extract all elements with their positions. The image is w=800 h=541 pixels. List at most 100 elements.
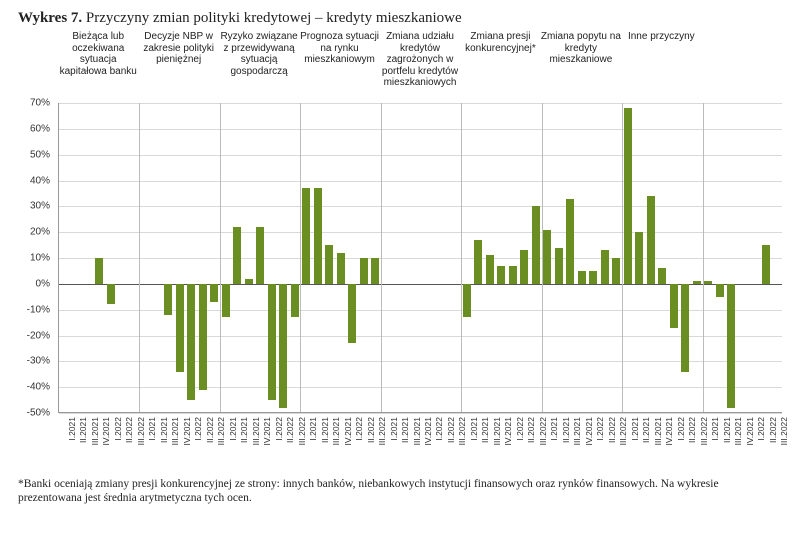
- x-tick-label: IV.2021: [745, 417, 755, 446]
- x-tick-label: I.2021: [630, 417, 640, 441]
- y-tick-label: -40%: [27, 382, 50, 393]
- x-tick-label: IV.2021: [262, 417, 272, 446]
- x-tick-label: IV.2021: [182, 417, 192, 446]
- bar: [486, 255, 494, 283]
- x-tick-label: III.2021: [90, 417, 100, 445]
- x-tick-label: III.2022: [538, 417, 548, 445]
- bar: [716, 284, 724, 297]
- bar: [578, 271, 586, 284]
- bar: [187, 284, 195, 400]
- bar: [95, 258, 103, 284]
- x-tick-label: I.2022: [515, 417, 525, 441]
- title-rest: Przyczyny zmian polityki kredytowej – kr…: [82, 10, 461, 26]
- y-tick-label: -50%: [27, 408, 50, 419]
- x-tick-label: IV.2021: [101, 417, 111, 446]
- bar: [302, 188, 310, 284]
- x-tick-label: I.2021: [228, 417, 238, 441]
- bar: [371, 258, 379, 284]
- bar: [762, 245, 770, 284]
- x-tick-label: III.2021: [492, 417, 502, 445]
- x-tick-label: II.2022: [526, 417, 536, 443]
- y-tick-label: 60%: [30, 123, 50, 134]
- bar: [612, 258, 620, 284]
- bar: [314, 188, 322, 284]
- column-header: Inne przyczyny: [621, 31, 701, 43]
- bar: [222, 284, 230, 318]
- bar: [497, 266, 505, 284]
- bar: [589, 271, 597, 284]
- x-tick-label: I.2022: [595, 417, 605, 441]
- x-tick-label: III.2022: [779, 417, 789, 445]
- x-tick-label: III.2021: [733, 417, 743, 445]
- group-separator: [703, 103, 704, 412]
- x-tick-label: I.2022: [676, 417, 686, 441]
- y-tick-label: 70%: [30, 98, 50, 109]
- x-tick-label: III.2022: [618, 417, 628, 445]
- bar: [245, 279, 253, 284]
- column-header: Bieżąca lub oczekiwana sytuacja kapitało…: [58, 31, 138, 77]
- bar: [624, 108, 632, 284]
- x-tick-label: III.2022: [457, 417, 467, 445]
- x-axis-labels: I.2021II.2021III.2021IV.2021I.2022II.202…: [58, 413, 782, 471]
- bar: [543, 230, 551, 284]
- bar: [325, 245, 333, 284]
- column-header: Decyzje NBP w zakresie polityki pieniężn…: [138, 31, 218, 66]
- x-tick-label: III.2022: [136, 417, 146, 445]
- x-tick-label: I.2021: [147, 417, 157, 441]
- bar: [474, 240, 482, 284]
- x-tick-label: II.2021: [400, 417, 410, 443]
- y-tick-label: 10%: [30, 253, 50, 264]
- group-separator: [461, 103, 462, 412]
- x-tick-label: I.2022: [113, 417, 123, 441]
- x-tick-label: II.2021: [561, 417, 571, 443]
- x-tick-label: III.2021: [653, 417, 663, 445]
- x-tick-label: II.2022: [687, 417, 697, 443]
- x-tick-label: II.2022: [205, 417, 215, 443]
- bar: [681, 284, 689, 372]
- x-tick-label: I.2021: [710, 417, 720, 441]
- x-tick-label: I.2021: [469, 417, 479, 441]
- bar: [601, 250, 609, 284]
- column-header: Prognoza sytuacji na rynku mieszkaniowym: [299, 31, 379, 66]
- group-separator: [300, 103, 301, 412]
- bar: [107, 284, 115, 305]
- x-tick-label: III.2022: [297, 417, 307, 445]
- bar: [291, 284, 299, 318]
- x-tick-label: II.2021: [641, 417, 651, 443]
- y-tick-label: -20%: [27, 330, 50, 341]
- bar: [555, 248, 563, 284]
- x-tick-label: I.2022: [354, 417, 364, 441]
- x-tick-label: I.2022: [756, 417, 766, 441]
- x-tick-label: IV.2021: [584, 417, 594, 446]
- x-tick-label: II.2022: [607, 417, 617, 443]
- footnote: *Banki oceniają zmiany presji konkurency…: [18, 477, 782, 506]
- bar: [210, 284, 218, 302]
- x-tick-label: III.2022: [377, 417, 387, 445]
- bar: [532, 206, 540, 284]
- x-tick-label: II.2021: [320, 417, 330, 443]
- page: { "title_prefix": "Wykres 7.", "title_re…: [0, 0, 800, 541]
- bar: [509, 266, 517, 284]
- y-axis-labels: -50%-40%-30%-20%-10%0%10%20%30%40%50%60%…: [18, 31, 54, 471]
- x-tick-label: II.2021: [78, 417, 88, 443]
- bar: [348, 284, 356, 343]
- x-tick-label: I.2022: [434, 417, 444, 441]
- x-tick-label: II.2021: [239, 417, 249, 443]
- x-tick-label: I.2021: [549, 417, 559, 441]
- x-tick-label: II.2022: [366, 417, 376, 443]
- x-tick-label: IV.2021: [503, 417, 513, 446]
- x-tick-label: II.2021: [159, 417, 169, 443]
- plot-area: [58, 103, 782, 413]
- bar: [693, 281, 701, 284]
- bar: [256, 227, 264, 284]
- x-tick-label: III.2021: [251, 417, 261, 445]
- bar: [647, 196, 655, 284]
- x-tick-label: IV.2021: [343, 417, 353, 446]
- x-tick-label: II.2021: [722, 417, 732, 443]
- x-tick-label: I.2021: [389, 417, 399, 441]
- bar: [635, 232, 643, 284]
- x-tick-label: II.2021: [480, 417, 490, 443]
- y-tick-label: 20%: [30, 227, 50, 238]
- bar: [337, 253, 345, 284]
- x-tick-label: III.2022: [699, 417, 709, 445]
